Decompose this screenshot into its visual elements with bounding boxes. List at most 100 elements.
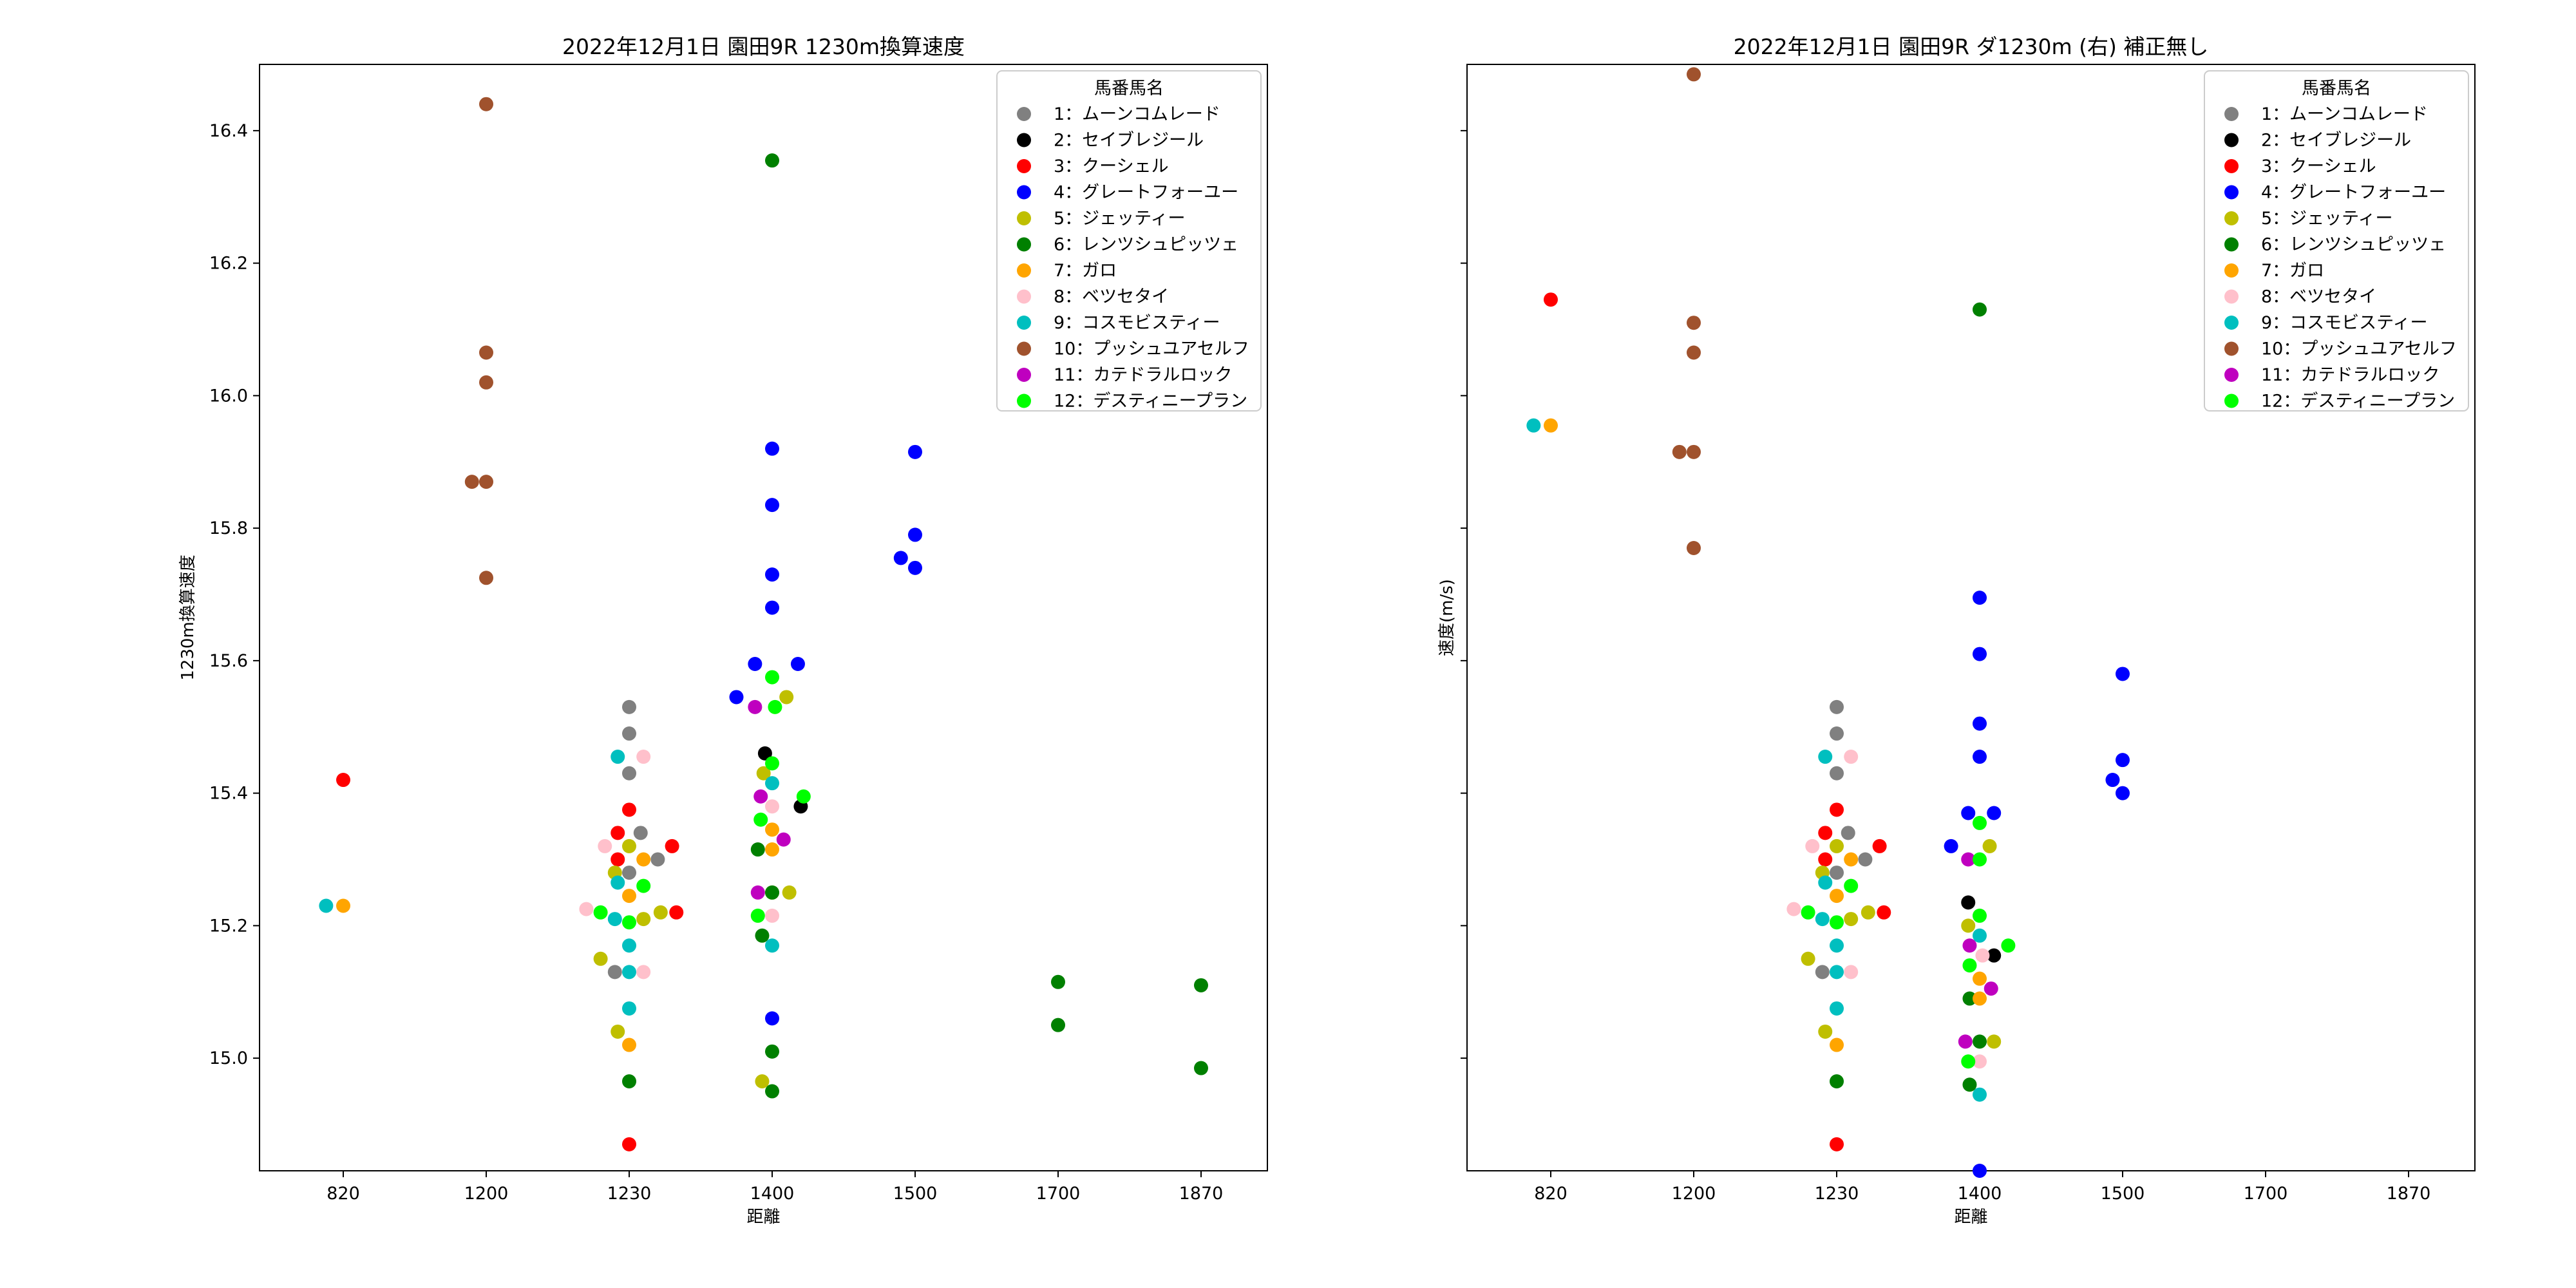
data-point (633, 826, 648, 840)
y-tick-label: 16.0 (209, 386, 248, 406)
data-point (1830, 699, 1844, 714)
legend-entry: 11：カテドラルロック (1054, 365, 1232, 385)
data-point (1944, 838, 1958, 853)
data-point (765, 842, 779, 857)
data-point (1687, 67, 1701, 82)
data-point (1830, 1037, 1844, 1052)
y-tick-label: 15.2 (209, 916, 248, 936)
data-point (765, 567, 779, 582)
legend-marker (1017, 107, 1031, 121)
data-point (1987, 948, 2002, 963)
data-point (593, 905, 608, 920)
y-tick-label: 15.6 (209, 651, 248, 671)
data-point (622, 838, 636, 853)
data-point (1830, 965, 1844, 980)
plot-frame (259, 64, 1268, 1171)
legend-entry: 1：ムーンコムレード (2261, 104, 2428, 124)
data-point (765, 908, 779, 923)
data-point (908, 527, 922, 542)
x-tick-label: 1870 (1179, 1184, 1224, 1204)
data-point (765, 670, 779, 685)
legend-entry: 7：ガロ (2261, 261, 2324, 281)
data-point (753, 789, 768, 804)
x-tick-label: 1700 (1036, 1184, 1081, 1204)
data-point (593, 951, 608, 966)
data-point (622, 1001, 636, 1016)
data-point (1544, 418, 1558, 433)
legend-entry: 9：コスモビスティー (2261, 313, 2428, 333)
data-point (607, 965, 622, 980)
data-point (1830, 838, 1844, 853)
data-point (765, 153, 779, 168)
data-point (1526, 418, 1541, 433)
data-point (319, 898, 334, 913)
data-point (1982, 838, 1997, 853)
data-point (1973, 1087, 1987, 1102)
data-point (622, 866, 636, 880)
data-point (479, 345, 493, 360)
data-point (579, 902, 594, 916)
legend-entry: 7：ガロ (1054, 261, 1117, 281)
data-point (598, 838, 612, 853)
legend-entry: 10：プッシュユアセルフ (1054, 339, 1249, 359)
chart-title: 2022年12月1日 園田9R ダ1230m (右) 補正無し (1734, 34, 2209, 59)
data-point (1801, 951, 1815, 966)
data-point (622, 889, 636, 904)
data-point (765, 1044, 779, 1059)
data-point (2116, 753, 2130, 768)
data-point (1958, 1034, 1973, 1049)
data-point (765, 441, 779, 456)
legend-entry: 2：セイブレジール (2261, 131, 2411, 151)
data-point (756, 766, 771, 781)
data-point (755, 928, 770, 943)
legend-entry: 8：ベツセタイ (2261, 287, 2376, 307)
data-point (1815, 912, 1830, 927)
data-point (611, 852, 625, 867)
data-point (750, 885, 765, 900)
legend-entry: 10：プッシュユアセルフ (2261, 339, 2457, 359)
data-point (1973, 1034, 1987, 1049)
data-point (757, 746, 772, 761)
data-point (607, 912, 622, 927)
data-point (1973, 647, 1987, 661)
data-point (776, 832, 791, 847)
data-point (1051, 974, 1065, 989)
data-point (479, 97, 493, 111)
x-axis-label: 距離 (746, 1208, 780, 1227)
legend-entry: 6：レンツシュピッツェ (2261, 235, 2446, 255)
data-point (753, 812, 768, 827)
data-point (1973, 591, 1987, 605)
legend-marker (1017, 185, 1031, 200)
data-point (1844, 878, 1859, 893)
data-point (1687, 444, 1701, 459)
chart-panel-right: 2022年12月1日 園田9R ダ1230m (右) 補正無し 820 1200 12… (1437, 34, 2476, 1227)
legend-entry: 6：レンツシュピッツェ (1054, 235, 1238, 255)
data-point (636, 852, 651, 867)
legend-entry: 9：コスモビスティー (1054, 313, 1220, 333)
data-point (1051, 1018, 1065, 1032)
data-point (1973, 971, 1987, 986)
data-point (2001, 938, 2016, 953)
data-point (1872, 838, 1887, 853)
data-point (1858, 852, 1873, 867)
data-point (622, 1074, 636, 1089)
data-point (1830, 1001, 1844, 1016)
data-point (1194, 1061, 1208, 1075)
legend-entry: 4：グレートフォーユー (1054, 183, 1238, 203)
data-point (622, 766, 636, 781)
legend-entry: 12：デスティニープラン (1054, 392, 1247, 412)
data-point (1830, 1137, 1844, 1151)
data-point (464, 475, 479, 489)
y-tick-label: 16.2 (209, 254, 248, 274)
legend-marker (1017, 263, 1031, 278)
data-point (1844, 912, 1859, 927)
legend-entry: 2：セイブレジール (1054, 131, 1204, 151)
legend-title: 馬番馬名 (2302, 79, 2371, 99)
data-point (796, 789, 811, 804)
data-point (669, 905, 684, 920)
data-point (908, 560, 922, 575)
data-point (765, 600, 779, 615)
legend-marker (1017, 211, 1031, 225)
x-tick-label: 820 (327, 1184, 360, 1204)
